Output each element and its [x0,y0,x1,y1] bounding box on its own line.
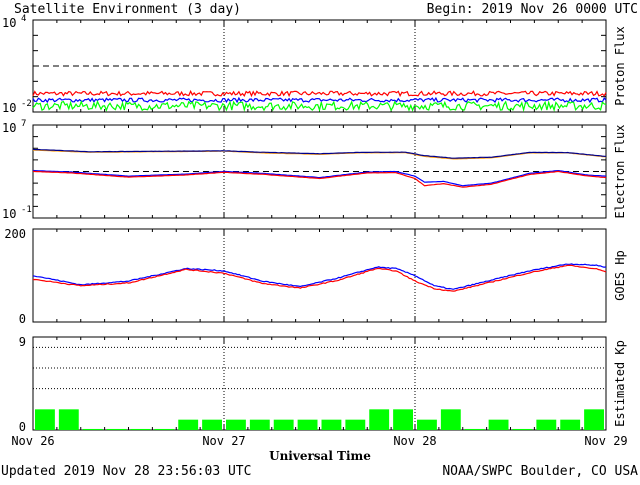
kp-bar [82,428,103,430]
kp-bar [154,428,175,430]
goes_hp-y-tick-label: 200 [4,227,26,241]
kp-bar [130,428,151,430]
kp-bar [488,419,509,430]
proton_flux-series-green [32,99,607,113]
kp-bar [584,409,604,430]
kp-bar [106,428,127,430]
kp-bar [536,419,557,430]
proton_flux-y-tick-exponent: 4 [21,14,26,24]
kp-bar [321,419,342,430]
estimated_kp-axis-label: Estimated Kp [613,340,627,427]
begin-time: Begin: 2019 Nov 26 0000 UTC [427,2,638,17]
electron_flux-y-tick-exponent: -1 [21,205,32,215]
estimated_kp-y-tick-label: 0 [19,420,26,434]
x-tick-nov-27: Nov 27 [202,434,245,448]
goes_hp-series-blue [32,263,607,290]
kp-bar [417,419,437,430]
kp-bar [226,419,246,430]
kp-bar [512,428,533,430]
electron_flux-series-red [32,170,607,188]
kp-bar [393,409,413,430]
electron_flux-y-tick-label: 10 [2,207,16,221]
electron_flux-axis-label: Electron Flux [613,125,627,219]
electron_flux-series-blue [32,169,607,187]
proton_flux-y-tick-label: 10 [2,101,16,115]
kp-bar [58,409,79,430]
kp-bar [249,419,270,430]
kp-bar [440,409,461,430]
proton_flux-series-blue [32,96,607,104]
estimated_kp-frame [32,336,607,431]
updated-timestamp: Updated 2019 Nov 28 23:56:03 UTC [1,464,251,479]
goes_hp-y-tick-label: 0 [19,312,26,326]
kp-bar [560,419,581,430]
panel-goes_hp: 200 0 GOES Hp [4,227,627,326]
proton_flux-y-tick-exponent: -2 [21,99,32,109]
kp-bar [202,419,222,430]
x-axis-label: Universal Time [269,449,371,463]
kp-bar [345,419,366,430]
proton_flux-y-tick-label: 10 [2,16,16,30]
goes_hp-axis-label: GOES Hp [613,250,627,301]
credit-text: NOAA/SWPC Boulder, CO USA [442,464,638,479]
kp-bar [464,428,485,430]
electron_flux-y-tick-label: 10 [2,121,16,135]
kp-bar [369,409,390,430]
x-tick-nov-26: Nov 26 [11,434,54,448]
estimated_kp-y-tick-label: 9 [19,335,26,349]
proton_flux-series-red [32,89,607,98]
goes_hp-series-red [32,264,607,292]
kp-bar [273,419,294,430]
proton_flux-axis-label: Proton Flux [613,26,627,105]
electron_flux-y-tick-exponent: 7 [21,119,26,129]
x-tick-nov-29: Nov 29 [584,434,627,448]
kp-bar [35,409,55,430]
chart-title: Satellite Environment (3 day) [14,2,241,17]
electron_flux-series-navy [32,148,607,159]
panel-electron_flux: 10 7 10 -1 Electron Flux [2,119,627,221]
x-tick-nov-28: Nov 28 [393,434,436,448]
panels: 10 4 10 -2 Proton Flux 10 7 10 -1 Electron Flux 20… [2,14,627,434]
kp-bar [178,419,199,430]
kp-bar [297,419,318,430]
panel-estimated_kp: 9 0 Estimated Kp [19,335,627,434]
panel-proton_flux: 10 4 10 -2 Proton Flux [2,14,627,115]
